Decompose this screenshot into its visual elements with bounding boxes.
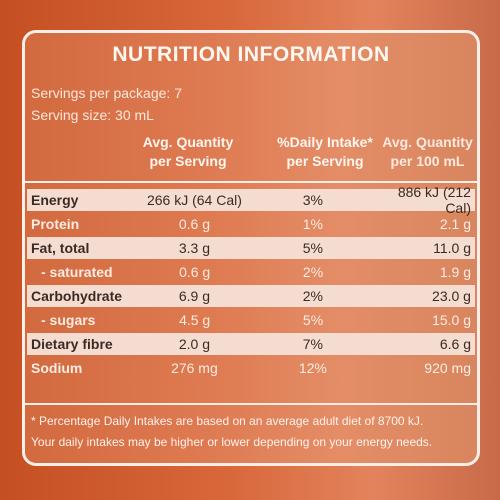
header-avg-per-serving-line2: per Serving	[149, 153, 227, 169]
panel-title: NUTRITION INFORMATION	[112, 43, 390, 66]
per-100ml-value: 886 kJ (212 Cal)	[397, 184, 471, 216]
per-serving-value: 276 mg	[171, 360, 218, 376]
daily-intake-value: 2%	[302, 288, 323, 304]
per-100ml-value: 11.0 g	[433, 240, 471, 256]
per-100ml-value: 1.9 g	[439, 264, 472, 280]
nutrient-name: Protein	[31, 216, 80, 232]
daily-intake-value: 1%	[302, 216, 323, 232]
header-avg-per-100ml: Avg. Quantity per 100 mL	[375, 133, 480, 171]
per-100ml-value: 15.0 g	[432, 312, 472, 328]
header-divider	[25, 181, 477, 183]
footnote-line-1: * Percentage Daily Intakes are based on …	[31, 414, 424, 428]
table-row: - sugars 4.5 g 5% 15.0 g	[27, 309, 475, 331]
nutrient-name: Carbohydrate	[31, 288, 123, 304]
header-avg-per-serving-line1: Avg. Quantity	[142, 134, 234, 150]
header-daily-intake-line1: %Daily Intake*	[277, 134, 373, 150]
daily-intake-value: 5%	[302, 240, 323, 256]
header-avg-per-100ml-line2: per 100 mL	[390, 153, 465, 169]
footnote-divider	[25, 403, 477, 405]
serving-size: Serving size: 30 mL	[31, 107, 154, 123]
footnote: * Percentage Daily Intakes are based on …	[31, 411, 471, 453]
daily-intake-value: 12%	[298, 360, 327, 376]
per-serving-value: 4.5 g	[179, 312, 211, 328]
per-serving-value: 0.6 g	[178, 216, 210, 232]
table-row: Sodium 276 mg 12% 920 mg	[27, 357, 475, 379]
daily-intake-value: 2%	[302, 264, 324, 280]
per-serving-value: 2.0 g	[178, 336, 210, 352]
per-serving-value: 3.3 g	[178, 240, 210, 256]
nutrient-name: Energy	[31, 192, 79, 208]
per-serving-value: 0.6 g	[179, 264, 211, 280]
per-serving-value: 266 kJ (64 Cal)	[146, 192, 242, 208]
header-avg-per-serving: Avg. Quantity per Serving	[133, 133, 243, 171]
table-row: Dietary fibre 2.0 g 7% 6.6 g	[27, 333, 475, 355]
table-row: Carbohydrate 6.9 g 2% 23.0 g	[27, 285, 475, 307]
per-100ml-value: 2.1 g	[439, 216, 471, 232]
per-100ml-value: 6.6 g	[439, 336, 471, 352]
per-100ml-value: 920 mg	[424, 360, 471, 376]
daily-intake-value: 5%	[302, 312, 324, 328]
nutrient-name: Fat, total	[31, 240, 90, 256]
per-100ml-value: 23.0 g	[432, 288, 471, 304]
footnote-line-2: Your daily intakes may be higher or lowe…	[31, 435, 433, 449]
nutrient-name: - saturated	[41, 264, 113, 280]
nutrient-name: - sugars	[41, 312, 96, 328]
nutrient-name: Sodium	[31, 360, 83, 376]
table-row: Fat, total 3.3 g 5% 11.0 g	[27, 237, 475, 259]
header-daily-intake: %Daily Intake* per Serving	[261, 133, 389, 171]
header-daily-intake-line2: per Serving	[286, 153, 364, 169]
per-serving-value: 6.9 g	[178, 288, 210, 304]
nutrient-name: Dietary fibre	[31, 336, 113, 352]
table-row: - saturated 0.6 g 2% 1.9 g	[27, 261, 475, 283]
servings-per-package: Servings per package: 7	[31, 85, 182, 101]
daily-intake-value: 7%	[302, 336, 323, 352]
nutrition-panel: NUTRITION INFORMATION Servings per packa…	[22, 30, 480, 466]
table-row: Energy 266 kJ (64 Cal) 3% 886 kJ (212 Ca…	[27, 184, 475, 216]
daily-intake-value: 3%	[302, 192, 323, 208]
header-avg-per-100ml-line1: Avg. Quantity	[382, 134, 473, 150]
table-row: Protein 0.6 g 1% 2.1 g	[27, 213, 475, 235]
